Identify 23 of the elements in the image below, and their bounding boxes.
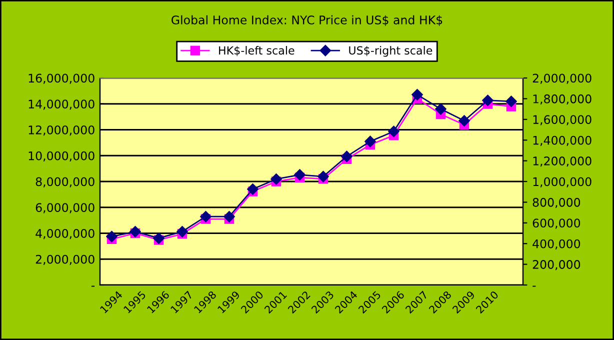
y2-tick-label: 2,000,000 [532,74,592,84]
y2-tick-label: 1,800,000 [533,94,592,105]
y2-tick-label: 200,000 [532,260,580,270]
y2-tick-label: 1,000,000 [533,177,592,188]
y2-tick-label: 600,000 [532,218,580,229]
legend-label: HK$-left scale [219,46,294,56]
y-tick-label: - [91,286,95,287]
chart-title: Global Home Index: NYC Price in US$ and HK$ [172,15,442,26]
y-tick-label: 2,000,000 [36,254,94,265]
y-tick-label: 14,000,000 [28,100,94,110]
y2-tick-label: 800,000 [532,198,580,208]
y2-tick-label: - [532,286,536,287]
legend-label: US$-right scale [349,46,432,57]
y2-tick-label: 1,600,000 [533,115,592,126]
y-tick-label: 16,000,000 [28,74,94,84]
y-tick-label: 4,000,000 [36,228,94,240]
y-tick-label: 10,000,000 [28,151,94,162]
y2-tick-label: 1,200,000 [533,156,592,167]
y2-tick-label: 400,000 [532,239,580,250]
y-tick-label: 8,000,000 [36,177,94,188]
y-tick-label: 12,000,000 [28,125,94,136]
y2-tick-label: 1,400,000 [533,136,592,146]
y-tick-label: 6,000,000 [36,203,94,214]
